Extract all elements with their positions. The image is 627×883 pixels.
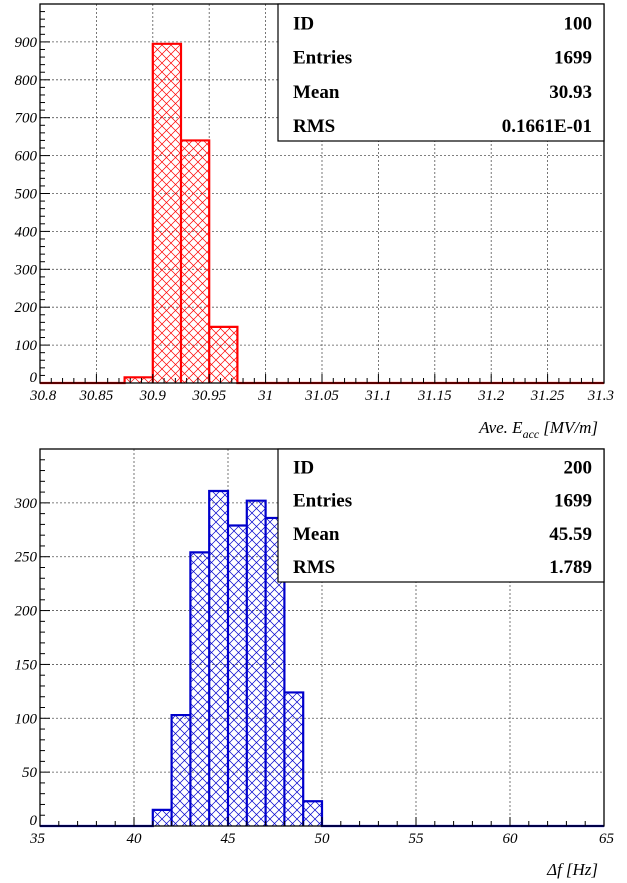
eacc-stat-value: 1699 [554, 48, 592, 69]
eacc-x-tick-label: 31.1 [364, 388, 391, 404]
eacc-x-tick-label: 31.3 [587, 388, 614, 404]
eacc-stats-frame [277, 3, 605, 142]
eacc-y-tick-label: 100 [15, 338, 38, 354]
df-x-ticks: 35 40 45 50 55 60 65 [29, 817, 615, 847]
eacc-y-tick-label: 400 [15, 224, 38, 240]
df-x-tick-label: 45 [221, 831, 237, 847]
eacc-stat-label: ID [293, 13, 314, 34]
eacc-y-tick-label: 600 [15, 149, 38, 165]
df-x-tick-label: 60 [503, 831, 519, 847]
df-stat-value: 1.789 [549, 557, 592, 578]
eacc-stat-value: 100 [564, 13, 593, 34]
df-x-tick-label: 40 [127, 831, 143, 847]
eacc-stat-value: 0.1661E-01 [502, 116, 592, 137]
eacc-bin-fill [181, 140, 210, 383]
eacc-stats-box: ID 100 Entries 1699 Mean 30.93 RMS 0.1661E-01 [277, 3, 605, 142]
eacc-bars [40, 42, 604, 385]
eacc-x-axis-label: Ave. Eacc [MV/m] [478, 418, 598, 441]
eacc-bin-fill [152, 43, 181, 384]
df-y-ticks: 0 50 100 150 200 250 300 [14, 459, 50, 829]
df-histogram: 35 40 45 50 55 60 65 0 50 100 150 200 250 300 ID 200 E… [14, 448, 615, 879]
eacc-y-tick-label: 800 [15, 73, 38, 89]
df-x-tick-label: 50 [315, 831, 331, 847]
df-bin-fill [284, 692, 304, 826]
eacc-y-tick-label: 300 [14, 262, 38, 278]
eacc-y-tick-label: 0 [30, 370, 38, 386]
eacc-y-tick-label: 200 [15, 300, 38, 316]
df-stat-label: ID [293, 457, 314, 478]
df-stat-label: Mean [293, 524, 340, 545]
df-bin-fill [190, 552, 210, 826]
eacc-y-ticks: 0 100 200 300 400 500 600 700 800 900 [14, 11, 50, 386]
df-stat-value: 1699 [554, 491, 592, 512]
df-stat-value: 45.59 [549, 524, 592, 545]
df-stats-box: ID 200 Entries 1699 Mean 45.59 RMS 1.789 [277, 448, 605, 583]
eacc-x-tick-label: 31.2 [477, 388, 505, 404]
df-y-tick-label: 250 [15, 550, 38, 566]
df-stat-label: RMS [293, 557, 335, 578]
eacc-x-tick-label: 30.85 [79, 388, 114, 404]
df-x-axis-label-main: Δf [546, 860, 564, 879]
eacc-y-tick-label: 700 [15, 111, 38, 127]
df-bin-fill [303, 801, 322, 826]
df-bars [40, 489, 604, 828]
df-y-tick-label: 300 [14, 496, 38, 512]
df-histogram-outline [40, 489, 604, 828]
eacc-stat-label: Entries [293, 48, 352, 69]
df-bin-fill [246, 500, 266, 826]
eacc-x-ticks: 30.8 30.85 30.9 30.95 31 31.05 31.1 31.15 31.2 31… [29, 374, 614, 404]
eacc-x-tick-label: 31.25 [530, 388, 565, 404]
eacc-stat-value: 30.93 [549, 82, 592, 103]
eacc-x-tick-label: 31.05 [304, 388, 339, 404]
df-x-axis-label: Δf [Hz] [546, 860, 598, 879]
eacc-x-tick-label: 31.15 [417, 388, 452, 404]
eacc-x-tick-label: 30.95 [191, 388, 226, 404]
eacc-x-tick-label: 30.9 [139, 388, 167, 404]
eacc-bin-fill [124, 377, 153, 383]
eacc-x-axis-label-main: Ave. E [478, 418, 523, 437]
eacc-x-tick-label: 31 [257, 388, 273, 404]
df-y-tick-label: 200 [15, 604, 38, 620]
df-stat-label: Entries [293, 491, 352, 512]
eacc-x-axis-label-sub: acc [523, 427, 540, 441]
df-x-tick-label: 65 [599, 831, 615, 847]
df-y-tick-label: 100 [15, 711, 38, 727]
df-bin-fill [265, 517, 285, 826]
eacc-bin-fill [209, 326, 238, 383]
eacc-x-axis-label-unit: [MV/m] [543, 418, 598, 437]
df-x-tick-label: 55 [409, 831, 425, 847]
eacc-y-tick-label: 900 [15, 35, 38, 51]
df-bin-fill [209, 491, 228, 826]
df-y-tick-label: 0 [30, 813, 38, 829]
df-x-tick-label: 35 [29, 831, 46, 847]
df-stat-value: 200 [564, 457, 593, 478]
df-bin-fill [152, 809, 172, 826]
df-x-axis-label-unit: [Hz] [566, 860, 598, 879]
df-stats-frame [277, 448, 605, 583]
df-bin-fill [171, 715, 191, 826]
eacc-histogram: 30.8 30.85 30.9 30.95 31 31.05 31.1 31.15 31.2 31… [14, 3, 614, 441]
df-y-tick-label: 50 [22, 765, 38, 781]
eacc-stat-label: Mean [293, 82, 340, 103]
eacc-y-tick-label: 500 [15, 187, 38, 203]
eacc-grid [40, 4, 604, 383]
df-bin-fill [228, 525, 247, 826]
eacc-x-tick-label: 30.8 [29, 388, 57, 404]
df-y-tick-label: 150 [15, 657, 38, 673]
eacc-stat-label: RMS [293, 116, 335, 137]
